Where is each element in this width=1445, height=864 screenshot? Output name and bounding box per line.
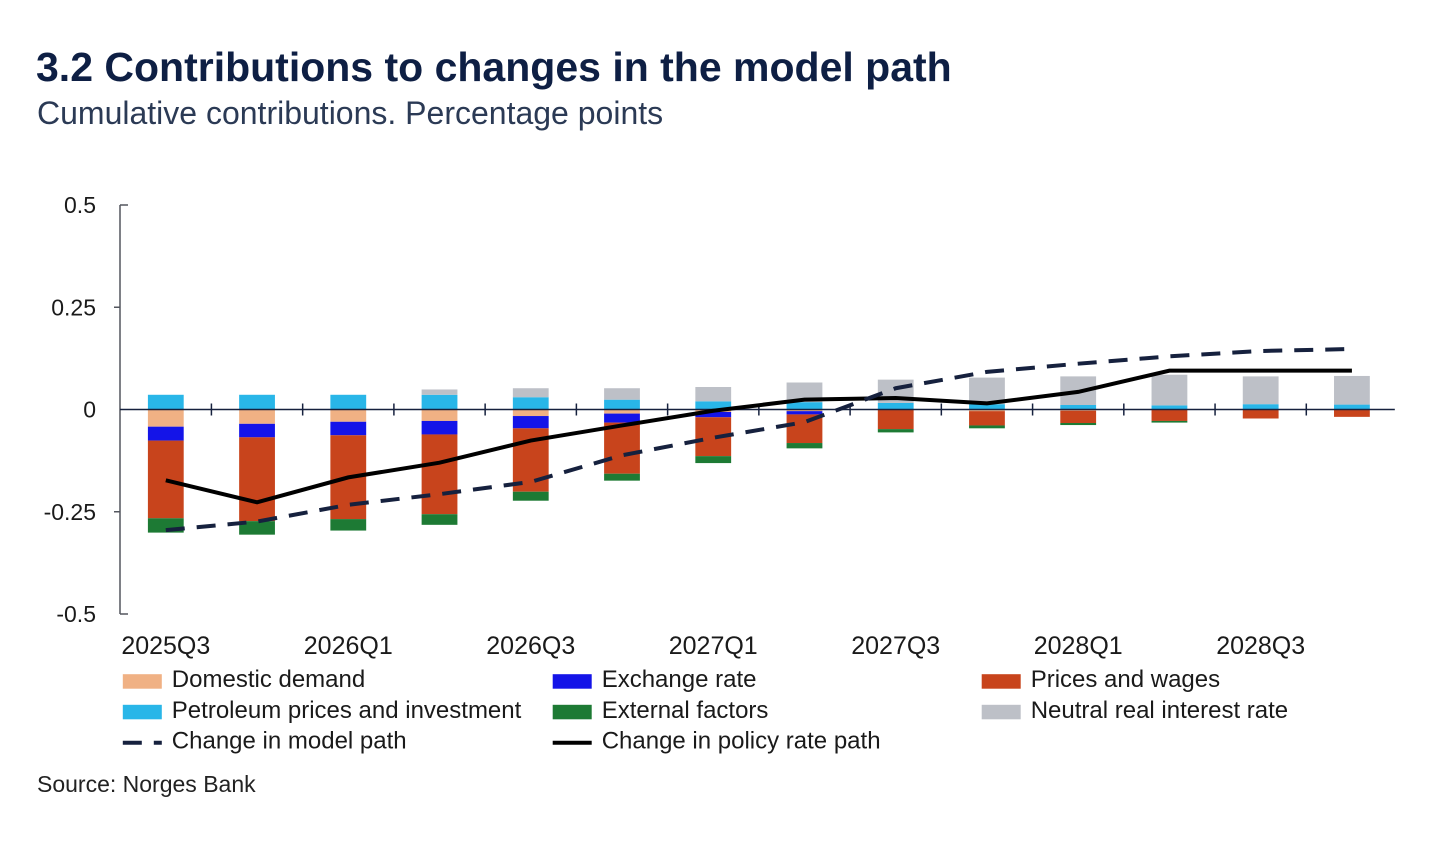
svg-text:2025Q3: 2025Q3 bbox=[121, 632, 210, 660]
svg-text:-0.25: -0.25 bbox=[44, 499, 96, 525]
svg-text:2026Q1: 2026Q1 bbox=[304, 632, 393, 660]
svg-text:Prices and wages: Prices and wages bbox=[1031, 666, 1220, 693]
svg-text:0.5: 0.5 bbox=[64, 192, 96, 218]
svg-text:Neutral real interest rate: Neutral real interest rate bbox=[1031, 697, 1288, 724]
svg-text:2026Q3: 2026Q3 bbox=[486, 632, 575, 660]
svg-text:Change in model path: Change in model path bbox=[172, 727, 407, 754]
svg-text:Petroleum prices and investmen: Petroleum prices and investment bbox=[172, 697, 522, 724]
svg-text:0.25: 0.25 bbox=[51, 294, 96, 320]
svg-text:Exchange rate: Exchange rate bbox=[602, 666, 757, 693]
svg-text:2028Q1: 2028Q1 bbox=[1034, 632, 1123, 660]
svg-text:External factors: External factors bbox=[602, 697, 769, 724]
svg-text:2028Q3: 2028Q3 bbox=[1216, 632, 1305, 660]
svg-text:Domestic demand: Domestic demand bbox=[172, 666, 365, 693]
svg-text:0: 0 bbox=[83, 397, 96, 423]
svg-text:-0.5: -0.5 bbox=[56, 601, 96, 627]
svg-text:2027Q3: 2027Q3 bbox=[851, 632, 940, 660]
svg-text:Change in policy rate path: Change in policy rate path bbox=[602, 727, 881, 754]
svg-text:2027Q1: 2027Q1 bbox=[669, 632, 758, 660]
